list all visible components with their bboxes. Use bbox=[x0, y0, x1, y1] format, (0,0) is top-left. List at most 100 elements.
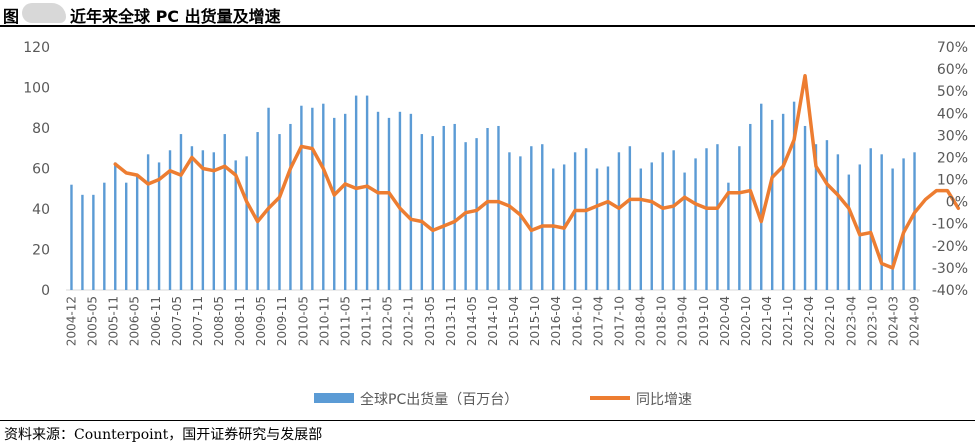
x-tick-label: 2011-11 bbox=[360, 296, 374, 346]
x-tick-label: 2019-04 bbox=[676, 296, 690, 346]
x-tick-label: 2005-05 bbox=[86, 296, 100, 346]
legend-line-label: 同比增速 bbox=[636, 392, 692, 408]
x-tick-label: 2012-11 bbox=[402, 296, 416, 346]
right-y-tick-label: 50% bbox=[937, 84, 968, 100]
shipment-bar bbox=[617, 152, 621, 290]
shipment-bar bbox=[913, 152, 916, 290]
shipment-bar bbox=[431, 136, 434, 290]
shipment-bar bbox=[683, 172, 686, 290]
x-tick-label: 2014-05 bbox=[465, 296, 479, 346]
right-y-tick-label: -30% bbox=[932, 261, 968, 277]
footer-rule bbox=[0, 420, 975, 421]
shipment-bar bbox=[552, 168, 555, 290]
right-y-tick-label: 60% bbox=[937, 62, 968, 78]
x-tick-label: 2017-04 bbox=[591, 296, 605, 346]
x-tick-label: 2022-10 bbox=[823, 296, 837, 346]
shipment-bar bbox=[453, 123, 456, 290]
shipment-bar bbox=[869, 148, 872, 290]
x-tick-label: 2006-05 bbox=[128, 296, 142, 346]
shipment-bar bbox=[792, 101, 796, 290]
shipment-bar bbox=[179, 134, 183, 290]
x-axis-ticks: 2004-12 2005-05 2005-11 2006-05 2006-11 2007-… bbox=[65, 296, 922, 346]
x-tick-label: 2014-10 bbox=[486, 296, 500, 346]
growth-line-series bbox=[113, 73, 961, 270]
shipment-bar bbox=[398, 111, 402, 290]
shipment-bar bbox=[858, 164, 861, 290]
shipment-bar bbox=[694, 158, 697, 291]
decorative-shape bbox=[22, 3, 66, 23]
shipment-bar bbox=[311, 107, 314, 290]
left-y-tick-label: 60 bbox=[32, 162, 50, 178]
right-y-tick-label: 10% bbox=[937, 173, 968, 189]
shipment-bar bbox=[92, 194, 95, 290]
shipment-bar bbox=[409, 113, 413, 290]
x-tick-label: 2007-11 bbox=[191, 296, 205, 346]
right-y-tick-label: -10% bbox=[932, 217, 968, 233]
right-y-tick-label: 40% bbox=[937, 106, 968, 122]
x-tick-label: 2017-10 bbox=[613, 296, 627, 346]
x-tick-label: 2024-03 bbox=[886, 296, 900, 346]
x-tick-label: 2023-04 bbox=[844, 296, 858, 346]
shipment-bar bbox=[234, 160, 237, 290]
shipment-bar bbox=[814, 144, 818, 290]
x-tick-label: 2021-04 bbox=[760, 296, 774, 346]
shipment-bar bbox=[486, 128, 489, 290]
x-tick-label: 2018-04 bbox=[634, 296, 648, 346]
left-y-tick-label: 80 bbox=[32, 121, 50, 137]
left-y-axis-ticks: 0 20 40 60 80 100 120 bbox=[23, 40, 50, 299]
shipment-bar bbox=[530, 146, 533, 290]
shipment-bar bbox=[267, 107, 270, 290]
right-y-axis-ticks: -40% -30% -20% -10% 0% 10% 20% 30% 40% 50% 60% 70% bbox=[932, 40, 968, 299]
shipment-bar bbox=[114, 162, 117, 290]
shipment-bar bbox=[300, 105, 303, 290]
figure-title: 近年来全球 PC 出货量及增速 bbox=[70, 7, 281, 26]
shipment-bar bbox=[223, 134, 226, 290]
shipment-bar bbox=[508, 152, 511, 290]
legend: 全球PC出货量（百万台） 同比增速 bbox=[314, 391, 692, 408]
shipment-bar bbox=[749, 123, 752, 290]
shipment-bar bbox=[256, 132, 259, 290]
x-tick-label: 2007-05 bbox=[170, 296, 184, 346]
figure-header: 图 近年来全球 PC 出货量及增速 bbox=[0, 0, 975, 27]
legend-bar-label: 全球PC出货量（百万台） bbox=[360, 391, 518, 408]
x-tick-label: 2006-11 bbox=[149, 296, 163, 346]
shipment-bar bbox=[650, 162, 653, 290]
x-tick-label: 2023-10 bbox=[865, 296, 879, 346]
shipment-bar bbox=[738, 146, 741, 290]
left-y-tick-label: 20 bbox=[32, 243, 50, 259]
shipment-bar bbox=[103, 182, 106, 290]
right-y-tick-label: 70% bbox=[937, 40, 968, 56]
x-tick-label: 2015-04 bbox=[507, 296, 521, 346]
left-y-tick-label: 0 bbox=[41, 283, 50, 299]
shipment-bar bbox=[541, 144, 544, 290]
shipment-bar bbox=[376, 111, 380, 290]
x-tick-label: 2010-05 bbox=[296, 296, 310, 346]
shipment-bar bbox=[781, 113, 785, 290]
shipment-bar bbox=[354, 95, 358, 290]
shipment-bar bbox=[584, 148, 588, 290]
shipment-bar bbox=[212, 152, 216, 290]
shipment-bar bbox=[573, 152, 577, 290]
shipment-bar bbox=[442, 125, 445, 290]
right-y-tick-label: -40% bbox=[932, 283, 968, 299]
header-rule bbox=[0, 25, 975, 27]
growth-line bbox=[113, 73, 961, 270]
x-tick-label: 2011-05 bbox=[339, 296, 353, 346]
shipment-bar bbox=[770, 119, 774, 291]
shipment-bar bbox=[190, 146, 194, 290]
shipment-bar bbox=[125, 182, 128, 290]
figure-footer: 资料来源：Counterpoint，国开证券研究与发展部 bbox=[0, 420, 975, 444]
shipment-bar bbox=[716, 144, 719, 290]
shipment-bar bbox=[322, 103, 325, 290]
shipment-bar bbox=[343, 113, 347, 290]
right-y-tick-label: -20% bbox=[932, 239, 968, 255]
x-tick-label: 2013-05 bbox=[423, 296, 437, 346]
shipment-bar bbox=[836, 154, 840, 290]
right-y-tick-label: 20% bbox=[937, 151, 968, 167]
shipment-bar bbox=[880, 154, 883, 290]
shipment-bar bbox=[387, 117, 391, 291]
shipment-bar bbox=[135, 174, 139, 290]
shipment-bar bbox=[661, 152, 664, 290]
shipment-bar bbox=[289, 123, 292, 290]
shipment-bar bbox=[519, 156, 522, 290]
